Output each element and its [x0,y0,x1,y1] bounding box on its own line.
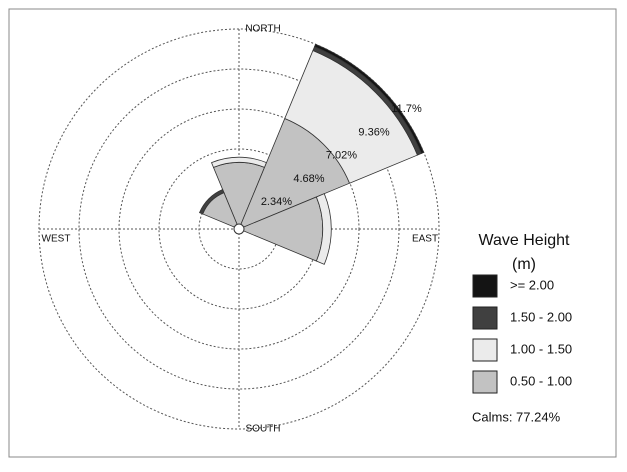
legend-title: Wave Height [479,232,571,249]
legend-label: 1.50 - 2.00 [510,309,572,324]
legend-title: (m) [512,256,536,273]
legend-swatch [472,338,498,362]
r-tick-label: 9.36% [358,126,389,138]
r-tick-label: 4.68% [293,173,324,185]
wedge [314,43,425,154]
legend-label: 1.00 - 1.50 [510,341,572,356]
direction-label: NORTH [245,24,280,35]
r-tick-label: 11.7% [391,103,422,115]
legend-label: 0.50 - 1.00 [510,373,572,388]
wedge [198,188,225,215]
center [233,223,245,235]
legend-label: >= 2.00 [510,277,554,292]
direction-label: EAST [412,234,438,245]
legend-swatch [472,370,498,394]
legend-swatch [472,306,498,330]
wedge [315,193,332,265]
legend-swatch [472,274,498,298]
direction-label: WEST [42,234,71,245]
r-tick-label: 7.02% [326,150,357,162]
direction-label: SOUTH [246,424,281,435]
r-tick-label: 2.34% [261,196,292,208]
calms-label: Calms: 77.24% [472,409,561,424]
